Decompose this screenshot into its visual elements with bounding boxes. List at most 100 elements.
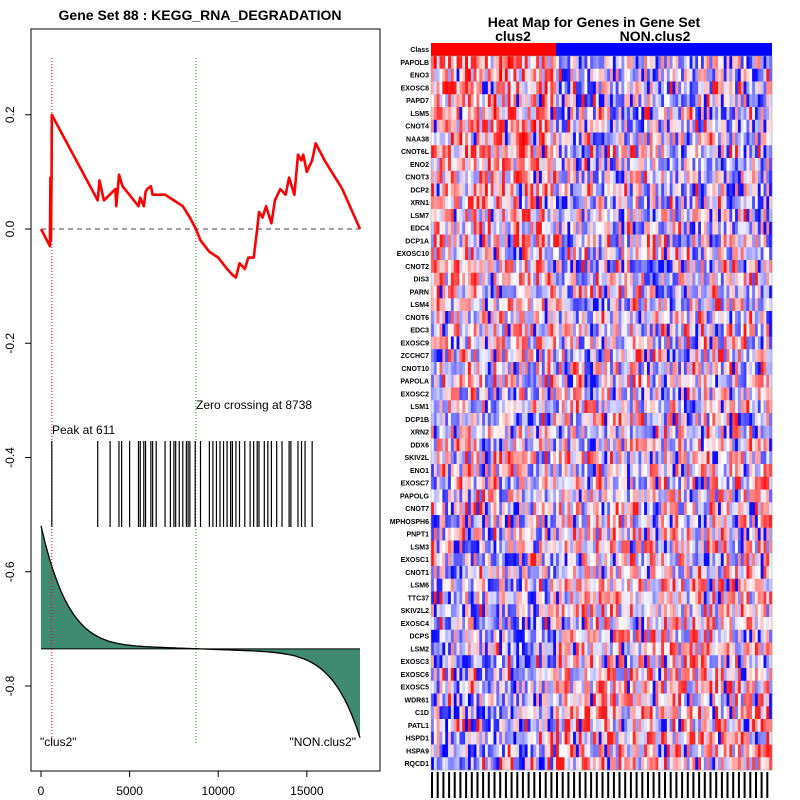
heatmap-cell — [584, 107, 588, 121]
heatmap-cell — [467, 438, 472, 452]
heatmap-cell — [749, 515, 753, 529]
heatmap-cell — [516, 502, 520, 516]
heatmap-cell — [635, 107, 639, 121]
heatmap-cell — [490, 260, 494, 274]
heatmap-cell — [484, 119, 489, 133]
heatmap-cell — [644, 119, 648, 133]
heatmap-cell — [601, 413, 605, 427]
heatmap-cell — [689, 170, 693, 184]
heatmap-cell — [584, 553, 588, 567]
heatmap-cell — [462, 107, 466, 121]
heatmap-cell — [698, 476, 702, 490]
heatmap-cell — [635, 438, 639, 452]
heatmap-cell — [709, 438, 713, 452]
heatmap-cell — [644, 272, 648, 286]
y-tick-label: -0.4 — [3, 447, 17, 468]
heatmap-cell — [675, 540, 679, 554]
heatmap-cell — [484, 183, 489, 197]
heatmap-cell — [496, 196, 500, 210]
heatmap-cell — [646, 221, 651, 235]
heatmap-cell — [720, 425, 724, 439]
heatmap-cell — [459, 362, 463, 376]
heatmap-cell — [490, 196, 494, 210]
heatmap-cell — [564, 451, 568, 465]
heatmap-cell — [604, 502, 608, 516]
heatmap-cell — [536, 234, 540, 248]
heatmap-cell — [712, 553, 716, 567]
heatmap-cell — [467, 234, 472, 248]
heatmap-cell — [595, 362, 599, 376]
heatmap-cell — [718, 476, 722, 490]
heatmap-cell — [573, 68, 577, 82]
heatmap-cell — [675, 298, 679, 312]
heatmap-cell — [462, 502, 466, 516]
heatmap-cell — [556, 362, 560, 376]
heatmap-cell — [675, 527, 679, 541]
heatmap-cell — [431, 323, 435, 337]
heatmap-cell — [547, 81, 551, 95]
heatmap-cell — [513, 68, 517, 82]
heatmap-cell — [499, 527, 503, 541]
heatmap-cell — [601, 362, 605, 376]
heatmap-cell — [467, 489, 472, 503]
heatmap-cell — [482, 81, 486, 95]
heatmap-cell — [507, 209, 511, 223]
heatmap-cell — [448, 489, 452, 503]
heatmap-cell — [519, 515, 523, 529]
heatmap-cell — [533, 56, 537, 70]
heatmap-cell — [590, 400, 594, 414]
heatmap-cell — [592, 221, 597, 235]
heatmap-cell — [433, 209, 437, 223]
heatmap-cell — [536, 158, 540, 172]
heatmap-cell — [504, 272, 509, 286]
heatmap-cell — [737, 68, 742, 82]
heatmap-cell — [757, 374, 761, 388]
heatmap-cell — [476, 107, 480, 121]
heatmap-cell — [735, 94, 739, 108]
heatmap-cell — [553, 374, 557, 388]
heatmap-cell — [723, 260, 727, 274]
heatmap-cell — [632, 476, 636, 490]
heatmap-cell — [445, 68, 449, 82]
heatmap-cell — [547, 247, 551, 261]
heatmap-cell — [769, 260, 773, 274]
heatmap-cell — [558, 489, 563, 503]
heatmap-cell — [723, 323, 727, 337]
heatmap-cell — [706, 234, 710, 248]
heatmap-cell — [618, 119, 622, 133]
heatmap-cell — [462, 400, 466, 414]
heatmap-cell — [561, 540, 565, 554]
heatmap-cell — [527, 527, 531, 541]
heatmap-cell — [499, 183, 503, 197]
heatmap-cell — [496, 476, 500, 490]
heatmap-cell — [467, 527, 472, 541]
heatmap-cell — [604, 81, 608, 95]
heatmap-cell — [612, 260, 617, 274]
heatmap-cell — [675, 387, 679, 401]
heatmap-cell — [570, 56, 574, 70]
heatmap-cell — [641, 170, 645, 184]
heatmap-cell — [598, 374, 602, 388]
heatmap-cell — [621, 515, 625, 529]
heatmap-cell — [763, 438, 767, 452]
heatmap-cell — [681, 451, 685, 465]
heatmap-cell — [709, 56, 713, 70]
heatmap-cell — [695, 158, 699, 172]
heatmap-cell — [470, 464, 474, 478]
heatmap-cell — [644, 400, 648, 414]
heatmap-cell — [550, 489, 554, 503]
heatmap-cell — [635, 209, 639, 223]
heatmap-cell — [712, 323, 716, 337]
heatmap-cell — [629, 298, 634, 312]
heatmap-cell — [473, 387, 477, 401]
heatmap-cell — [601, 489, 605, 503]
heatmap-cell — [641, 502, 645, 516]
heatmap-cell — [752, 132, 756, 146]
heatmap-cell — [482, 247, 486, 261]
heatmap-cell — [766, 489, 770, 503]
heatmap-cell — [646, 247, 651, 261]
heatmap-cell — [604, 527, 608, 541]
heatmap-cell — [467, 451, 472, 465]
heatmap-cell — [524, 362, 528, 376]
heatmap-cell — [598, 349, 602, 363]
